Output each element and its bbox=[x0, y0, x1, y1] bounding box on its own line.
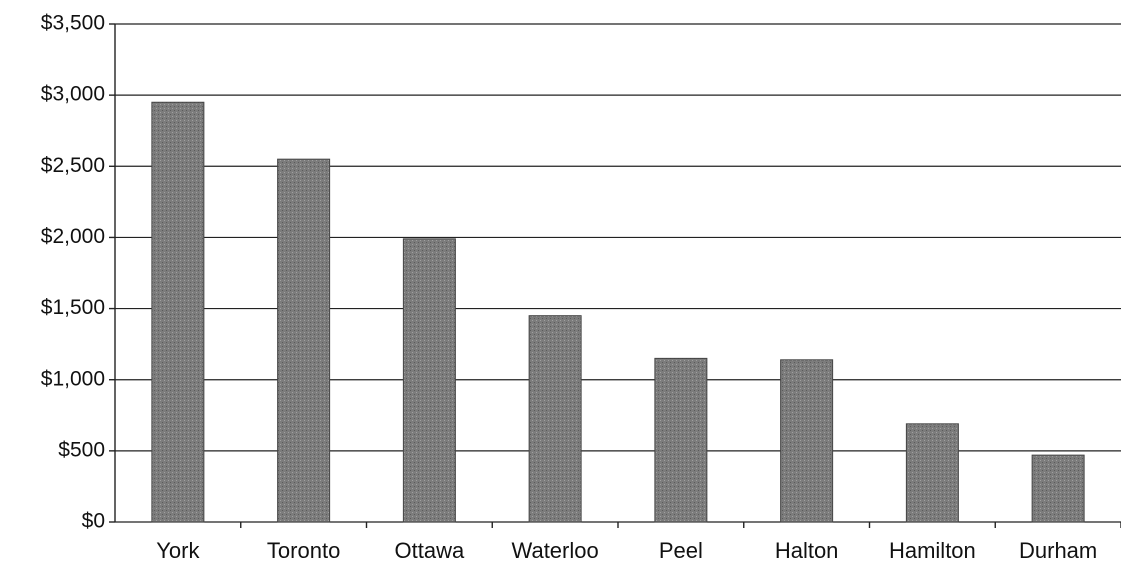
bar bbox=[654, 357, 708, 523]
x-tick-label: Hamilton bbox=[889, 538, 976, 563]
x-tick-label: Waterloo bbox=[512, 538, 599, 563]
bar bbox=[528, 315, 582, 523]
x-tick-label: York bbox=[156, 538, 200, 563]
y-tick-label: $2,000 bbox=[41, 225, 105, 248]
bar bbox=[780, 359, 834, 523]
x-tick-label: Halton bbox=[775, 538, 839, 563]
bar bbox=[151, 101, 205, 523]
x-tick-label: Toronto bbox=[267, 538, 340, 563]
x-tick-label: Peel bbox=[659, 538, 703, 563]
bar bbox=[402, 238, 456, 523]
y-tick-label: $1,000 bbox=[41, 367, 105, 390]
y-tick-label: $2,500 bbox=[41, 154, 105, 177]
bar bbox=[1031, 454, 1085, 523]
x-tick-label: Durham bbox=[1019, 538, 1097, 563]
bar bbox=[277, 158, 331, 523]
x-tick-label: Ottawa bbox=[395, 538, 465, 563]
y-tick-label: $1,500 bbox=[41, 296, 105, 319]
y-tick-label: $500 bbox=[58, 438, 105, 461]
y-tick-label: $3,000 bbox=[41, 83, 105, 106]
y-tick-label: $0 bbox=[82, 510, 105, 533]
bar bbox=[905, 423, 959, 523]
y-tick-label: $3,500 bbox=[41, 12, 105, 35]
